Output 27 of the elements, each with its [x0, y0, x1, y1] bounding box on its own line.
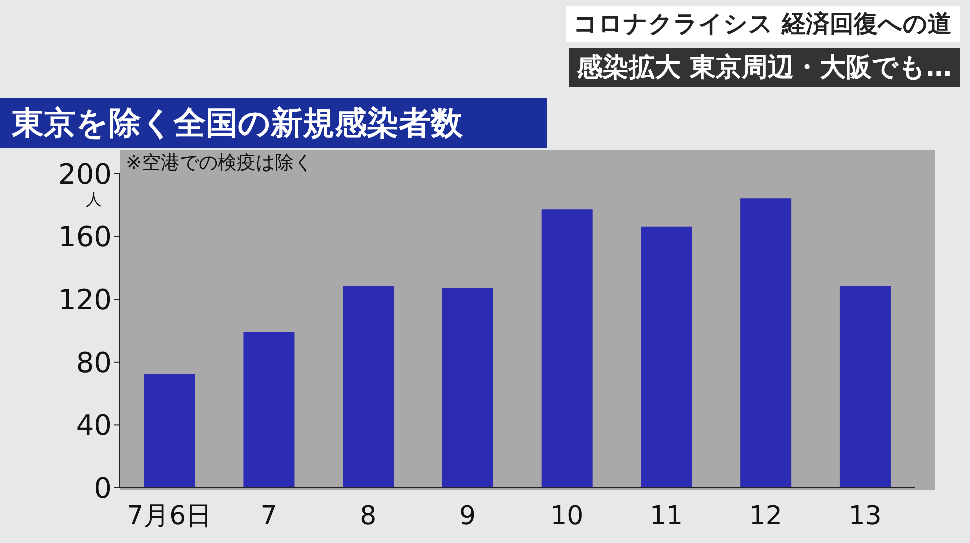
y-tick-label: 0 — [94, 472, 112, 505]
x-tick-label: 7月6日 — [127, 501, 212, 532]
chart-title: 東京を除く全国の新規感染者数 — [0, 98, 547, 148]
y-tick-label: 80 — [76, 346, 112, 380]
y-tick-label: 40 — [76, 409, 112, 442]
bar — [840, 286, 891, 488]
x-tick-label: 11 — [650, 501, 684, 532]
annotation: ※空港での検疫は除く — [126, 151, 313, 176]
y-tick-label: 120 — [58, 284, 112, 317]
y-tick-label: 200 — [58, 158, 112, 191]
x-tick-label: 12 — [749, 501, 782, 532]
x-tick-label: 10 — [550, 501, 584, 532]
x-tick-label: 13 — [848, 501, 882, 532]
bar — [442, 288, 494, 488]
bar — [244, 332, 295, 488]
bar — [542, 210, 593, 488]
x-tick-label: 7 — [260, 501, 278, 532]
y-tick-label: 160 — [58, 220, 112, 254]
x-tick-label: 8 — [360, 501, 377, 532]
y-axis-title: 人 — [86, 190, 102, 211]
text: コロナクライシス 経済回復への道 — [566, 6, 960, 42]
bar — [641, 226, 692, 488]
x-tick-label: 9 — [460, 501, 476, 532]
bar — [144, 374, 196, 488]
bar — [740, 198, 792, 488]
text: 感染拡大 東京周辺・大阪でも… — [568, 48, 960, 87]
bar — [343, 286, 394, 488]
